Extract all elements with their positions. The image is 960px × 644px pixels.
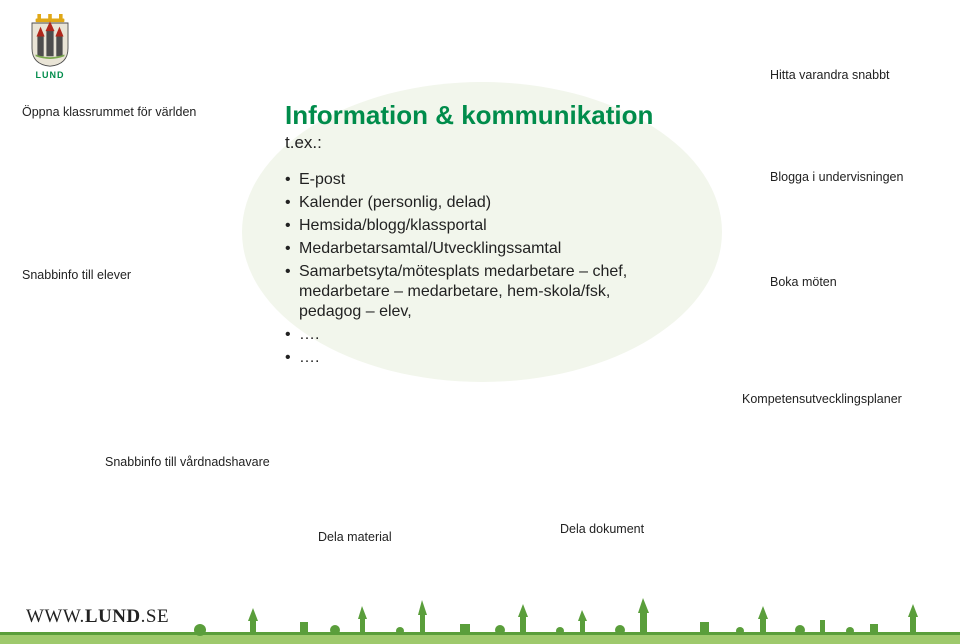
footer-url: WWW.LUND.SE: [26, 606, 169, 628]
annotation-top_right: Hitta varandra snabbt: [770, 68, 890, 82]
annotation-bot_mid1: Dela material: [318, 530, 392, 544]
heading-title: Information & kommunikation: [285, 100, 653, 131]
bullet-list: E-post Kalender (personlig, delad) Hemsida…: [285, 170, 665, 371]
bullet-item: Medarbetarsamtal/Utvecklingssamtal: [285, 239, 665, 259]
lund-logo: LUND: [22, 14, 78, 80]
lund-shield-icon: [26, 14, 74, 68]
bullet-item: E-post: [285, 170, 665, 190]
bullet-item: ….: [285, 325, 665, 345]
footer-se: .SE: [141, 606, 169, 627]
lund-logo-text: LUND: [36, 70, 65, 80]
footer-lund: LUND: [85, 606, 141, 627]
annotation-bot_mid2: Dela dokument: [560, 522, 644, 536]
bullet-item: Hemsida/blogg/klassportal: [285, 216, 665, 236]
bullet-item: Kalender (personlig, delad): [285, 193, 665, 213]
annotation-mid_right1: Blogga i undervisningen: [770, 170, 903, 184]
bullet-item: Samarbetsyta/mötesplats medarbetare – ch…: [285, 262, 665, 322]
footer-www: WWW.: [26, 606, 85, 627]
heading-subtitle: t.ex.:: [285, 133, 653, 153]
annotation-low_right: Kompetensutvecklingsplaner: [742, 392, 902, 406]
bullet-item: ….: [285, 348, 665, 368]
annotation-mid_right2: Boka möten: [770, 275, 837, 289]
annotation-top_left: Öppna klassrummet för världen: [22, 105, 196, 119]
slide-heading: Information & kommunikation t.ex.:: [285, 100, 653, 153]
annotation-mid_left: Snabbinfo till elever: [22, 268, 131, 282]
annotation-low_left: Snabbinfo till vårdnadshavare: [105, 455, 270, 469]
